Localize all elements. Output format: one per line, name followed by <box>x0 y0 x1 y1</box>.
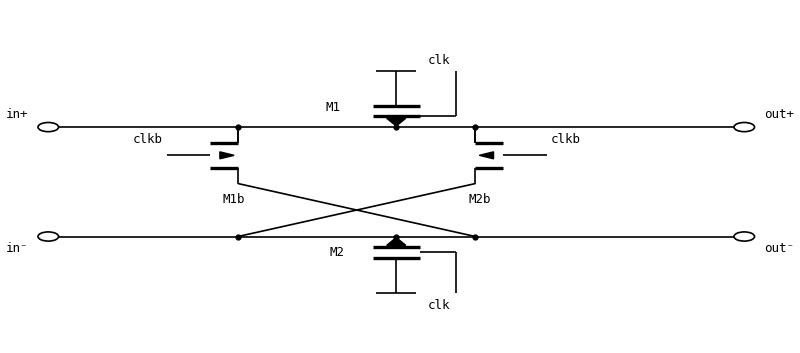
Text: out+: out+ <box>764 108 794 121</box>
Text: M2b: M2b <box>468 193 490 206</box>
Text: clkb: clkb <box>550 133 581 146</box>
Text: clk: clk <box>428 54 450 66</box>
Text: in⁻: in⁻ <box>6 243 29 255</box>
Text: M1b: M1b <box>223 193 246 206</box>
Text: in+: in+ <box>6 108 29 121</box>
Polygon shape <box>386 118 406 126</box>
Polygon shape <box>220 152 234 159</box>
Text: out⁻: out⁻ <box>764 243 794 255</box>
Text: M2: M2 <box>330 246 345 259</box>
Polygon shape <box>386 238 406 245</box>
Text: M1: M1 <box>326 101 341 114</box>
Text: clk: clk <box>428 299 450 312</box>
Text: clkb: clkb <box>133 133 163 146</box>
Polygon shape <box>479 152 494 159</box>
